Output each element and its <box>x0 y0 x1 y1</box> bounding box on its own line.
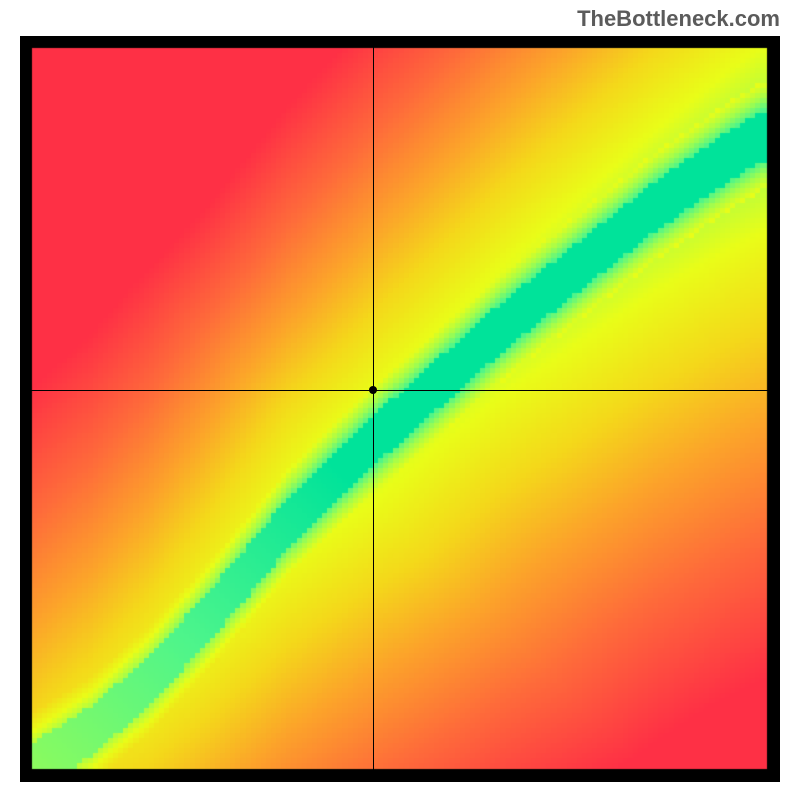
watermark-text: TheBottleneck.com <box>577 6 780 32</box>
crosshair-point <box>369 386 377 394</box>
chart-container: TheBottleneck.com <box>0 0 800 800</box>
crosshair-vertical <box>373 38 374 780</box>
heatmap-canvas <box>22 38 778 780</box>
heatmap-plot <box>20 36 780 782</box>
crosshair-horizontal <box>22 390 778 391</box>
